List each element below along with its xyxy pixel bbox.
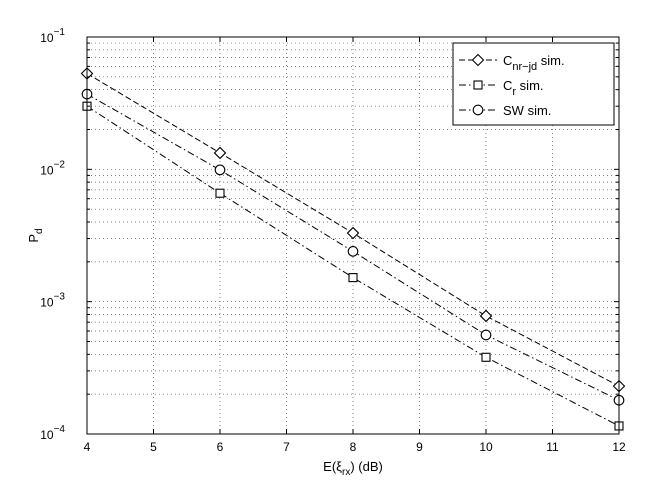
legend-marker-square <box>473 80 483 90</box>
y-axis-label: Pd <box>26 228 45 242</box>
x-axis-label: E(ξrx) (dB) <box>323 459 383 478</box>
data-point-circle <box>480 329 492 341</box>
x-tick-label: 9 <box>416 440 423 454</box>
y-tick-label: 10−1 <box>40 27 65 45</box>
legend-marker-circle <box>472 104 484 116</box>
x-tick-label: 4 <box>84 440 91 454</box>
y-tick-label: 10−2 <box>40 159 65 177</box>
x-tick-label: 7 <box>283 440 290 454</box>
data-point-square <box>348 273 358 283</box>
data-point-diamond <box>213 146 227 160</box>
x-tick-label: 8 <box>350 440 357 454</box>
data-point-diamond <box>479 309 493 323</box>
data-point-circle <box>347 246 359 257</box>
y-tick-label: 10−4 <box>40 424 65 442</box>
x-tick-label: 12 <box>612 440 626 454</box>
data-point-square <box>215 188 225 198</box>
x-tick-label: 5 <box>150 440 157 454</box>
ticks: 4 5 6 7 8 9 10 11 12 10−1 10−2 10−3 10−4 <box>40 27 626 454</box>
legend-label: SW sim. <box>503 103 551 118</box>
data-point-circle <box>214 164 226 176</box>
x-tick-label: 6 <box>217 440 224 454</box>
x-tick-label: 11 <box>546 440 559 454</box>
legend-label: Cr sim. <box>503 78 544 98</box>
legend: Cnr−jd sim. Cr sim. SW sim. <box>452 42 615 126</box>
legend-marker-diamond <box>471 53 485 67</box>
data-point-square <box>481 352 491 362</box>
grid <box>87 37 619 434</box>
axis-labels: E(ξrx) (dB) Pd <box>26 228 383 478</box>
legend-label: Cnr−jd sim. <box>503 53 565 73</box>
data-point-diamond <box>346 226 360 240</box>
series-layer <box>80 67 626 431</box>
x-tick-label: 10 <box>479 440 493 454</box>
series-line-square <box>86 105 620 427</box>
y-tick-label: 10−3 <box>40 292 65 310</box>
